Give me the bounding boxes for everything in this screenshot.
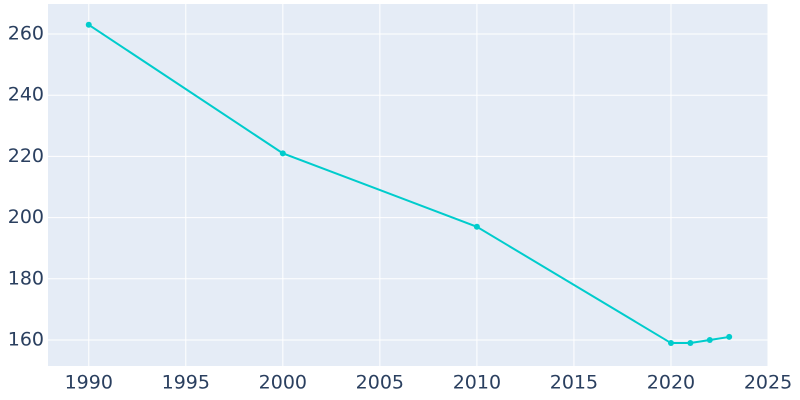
x-tick-label: 1990	[65, 372, 113, 394]
y-tick-label: 200	[8, 206, 44, 228]
plot-background	[48, 4, 768, 366]
x-tick-label: 2010	[453, 372, 501, 394]
x-tick-label: 2005	[356, 372, 404, 394]
x-tick-label: 2000	[259, 372, 307, 394]
y-tick-label: 160	[8, 328, 44, 350]
y-tick-label: 260	[8, 22, 44, 44]
point	[473, 223, 480, 230]
point	[279, 150, 286, 157]
y-tick-label: 240	[8, 84, 44, 106]
y-tick-label: 180	[8, 267, 44, 289]
x-tick-label: 2020	[647, 372, 695, 394]
x-tick-label: 1995	[162, 372, 210, 394]
x-tick-label: 2015	[550, 372, 598, 394]
x-tick-label: 2025	[744, 372, 792, 394]
point	[687, 340, 694, 347]
point	[706, 336, 713, 343]
point	[667, 340, 674, 347]
point	[726, 333, 733, 340]
y-tick-label: 220	[8, 145, 44, 167]
point	[85, 21, 92, 28]
